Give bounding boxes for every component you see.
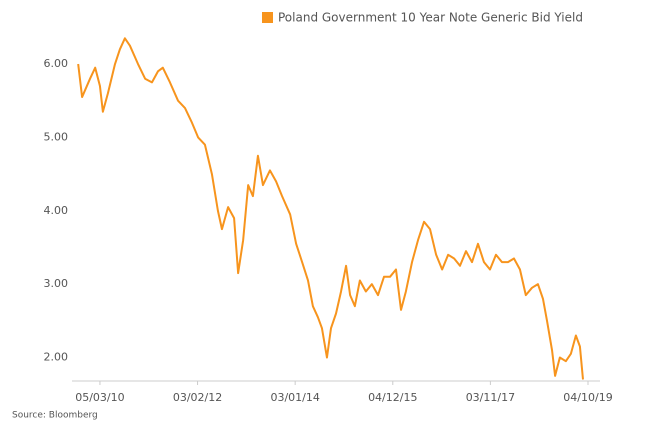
y-tick-label: 6.00	[44, 57, 69, 70]
series-line	[77, 37, 584, 380]
x-tick-label: 03/01/14	[270, 391, 319, 404]
y-tick-label: 4.00	[44, 204, 69, 217]
source-note: Source: Bloomberg	[12, 411, 98, 421]
x-tick-label: 05/03/10	[75, 391, 124, 404]
legend-label: Poland Government 10 Year Note Generic B…	[278, 11, 583, 25]
y-tick-label: 5.00	[44, 130, 69, 143]
y-tick-label: 3.00	[44, 277, 69, 290]
x-tick-label: 04/12/15	[368, 391, 417, 404]
x-tick-label: 04/10/19	[563, 391, 612, 404]
x-tick-label: 03/02/12	[173, 391, 222, 404]
x-tick-label: 03/11/17	[466, 391, 515, 404]
legend-swatch	[262, 12, 273, 23]
y-tick-label: 2.00	[44, 351, 69, 364]
